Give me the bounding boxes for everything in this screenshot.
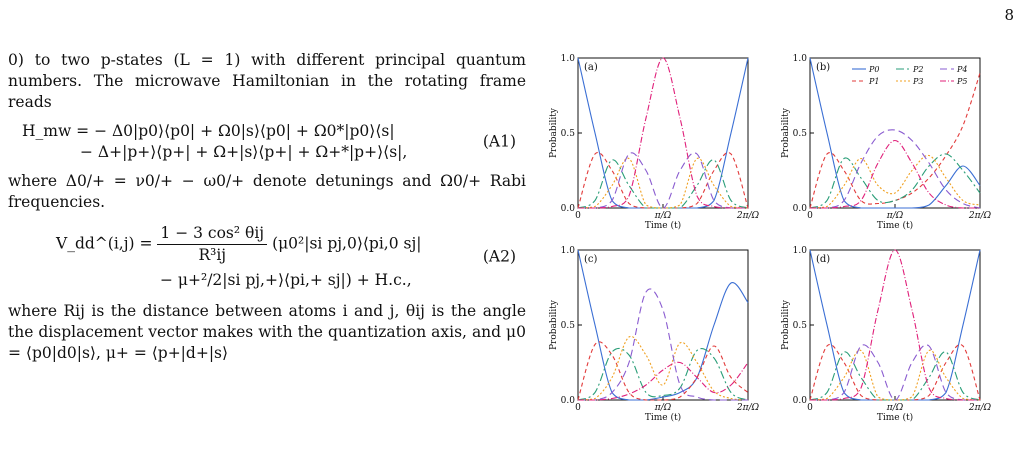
equation-a2-line-2: − μ+²/2|si pj,+⟩⟨pi,+ sj|) + H.c., [160,271,412,289]
y-tick-label: 0.0 [561,396,576,406]
y-tick-label: 0.5 [793,321,808,331]
series-line-P1 [577,341,749,401]
equation-a1-line-2: − Δ+|p+⟩⟨p+| + Ω+|s⟩⟨p+| + Ω+*|p+⟩⟨s|, [80,143,408,161]
x-tick-label: 2π/Ω [968,403,992,413]
series-line-P5 [577,57,748,209]
equation-a2-line-1: V_dd^(i,j) = 1 − 3 cos² θij R³ij (μ0²|si… [56,223,526,266]
paragraph-3: where Rij is the distance between atoms … [8,302,526,362]
y-axis-label: Probability [549,107,559,158]
x-axis-label: Time (t) [645,412,681,423]
series-line-P2 [577,347,749,401]
x-axis-label: Time (t) [645,220,681,231]
y-tick-label: 0.0 [793,204,808,214]
y-tick-label: 0.0 [793,396,808,406]
series-line-P0 [577,249,749,401]
equation-a2-line-1-rest: (μ0²|si pj,0⟩⟨pi,0 sj| [272,234,422,253]
series-line-P4 [810,344,980,401]
panel-a: 0.0 0.5 1.0 0 π/Ω 2π/Ω Time (t) Probability (a) [549,54,760,231]
series-line-P2 [577,159,749,209]
panel-label: (d) [816,254,830,265]
y-tick-label: 1.0 [793,246,808,256]
equation-a2-numerator: 1 − 3 cos² θij [157,223,268,245]
y-tick-label: 0.5 [561,321,576,331]
y-axis-label: Probability [781,299,791,350]
series-line-P2 [809,153,981,209]
x-tick-label: π/Ω [886,211,904,221]
y-axis-label: Probability [781,107,791,158]
equation-a2-denominator: R³ij [198,246,227,264]
legend-entry: P5 [956,77,967,86]
equation-a2: V_dd^(i,j) = 1 − 3 cos² θij R³ij (μ0²|si… [8,223,526,291]
y-axis-label: Probability [549,299,559,350]
series-line-P1 [809,72,981,209]
legend-entry: P2 [912,65,923,74]
legend-entry: P4 [956,65,967,74]
equation-a1-tag: (A1) [482,132,516,151]
series-line-P3 [577,335,749,401]
x-tick-label: 0 [807,211,813,221]
figure: 0.0 0.5 1.0 0 π/Ω 2π/Ω Time (t) Probability (a) 0… [548,50,1018,450]
series-line-P3 [809,154,981,209]
series-line-P1 [577,152,749,209]
series-line-P1 [809,344,981,401]
x-tick-label: 0 [575,403,581,413]
series-line-P4 [809,129,981,209]
legend-entry: P0 [868,65,879,74]
series-line-P0 [809,57,981,209]
equation-a1: H_mw = − Δ0|p0⟩⟨p0| + Ω0|s⟩⟨p0| + Ω0*|p0… [8,121,526,163]
y-tick-label: 0.5 [561,129,576,139]
equation-a2-lhs: V_dd^(i,j) = [56,234,153,253]
series-line-P3 [577,157,749,209]
legend: P0 P2 P4 P1 P3 P5 [852,65,967,86]
panel-label: (c) [584,254,598,265]
panel-d: 0.0 0.5 1.0 0 π/Ω 2π/Ω Time (t) Probability (d) [781,246,992,423]
paragraph-2: where Δ0/+ = ν0/+ − ω0/+ denote detuning… [8,172,526,211]
equation-a2-fraction: 1 − 3 cos² θij R³ij [157,223,268,266]
series-line-P4 [578,288,748,401]
x-tick-label: 0 [807,403,813,413]
panel-c: 0.0 0.5 1.0 0 π/Ω 2π/Ω Time (t) Probability (c) [549,246,760,423]
x-axis-label: Time (t) [877,412,913,423]
axes-frame [809,57,981,209]
x-tick-label: π/Ω [886,403,904,413]
y-tick-label: 1.0 [561,54,576,64]
x-tick-label: 2π/Ω [968,211,992,221]
series-line-P3 [809,349,981,401]
series-line-P4 [577,152,748,209]
y-tick-label: 0.5 [793,129,808,139]
series-line-P5 [810,249,980,401]
y-tick-label: 1.0 [793,54,808,64]
page-number: 8 [1004,6,1014,24]
panel-label: (a) [584,62,598,73]
equation-a2-tag: (A2) [482,247,516,266]
panel-label: (b) [816,62,830,73]
series-line-P5 [578,361,749,401]
axes-frame [577,57,749,209]
series-line-P0 [577,57,749,209]
x-axis-label: Time (t) [877,220,913,231]
x-tick-label: 0 [575,211,581,221]
series-line-P2 [809,351,981,401]
legend-entry: P3 [912,77,923,86]
equation-a1-line-1: H_mw = − Δ0|p0⟩⟨p0| + Ω0|s⟩⟨p0| + Ω0*|p0… [22,122,395,140]
text-column: 0) to two p-states (L = 1) with differen… [8,50,526,364]
paragraph-1: 0) to two p-states (L = 1) with differen… [8,51,526,111]
series-line-P5 [809,139,980,209]
y-tick-label: 1.0 [561,246,576,256]
axes-frame [809,249,981,401]
x-tick-label: π/Ω [654,403,672,413]
axes-frame [577,249,749,401]
series-line-P0 [809,249,981,401]
y-tick-label: 0.0 [561,204,576,214]
x-tick-label: 2π/Ω [736,211,760,221]
x-tick-label: π/Ω [654,211,672,221]
panel-b: 0.0 0.5 1.0 0 π/Ω 2π/Ω Time (t) Probability (b) [781,54,992,231]
legend-entry: P1 [868,77,879,86]
x-tick-label: 2π/Ω [736,403,760,413]
